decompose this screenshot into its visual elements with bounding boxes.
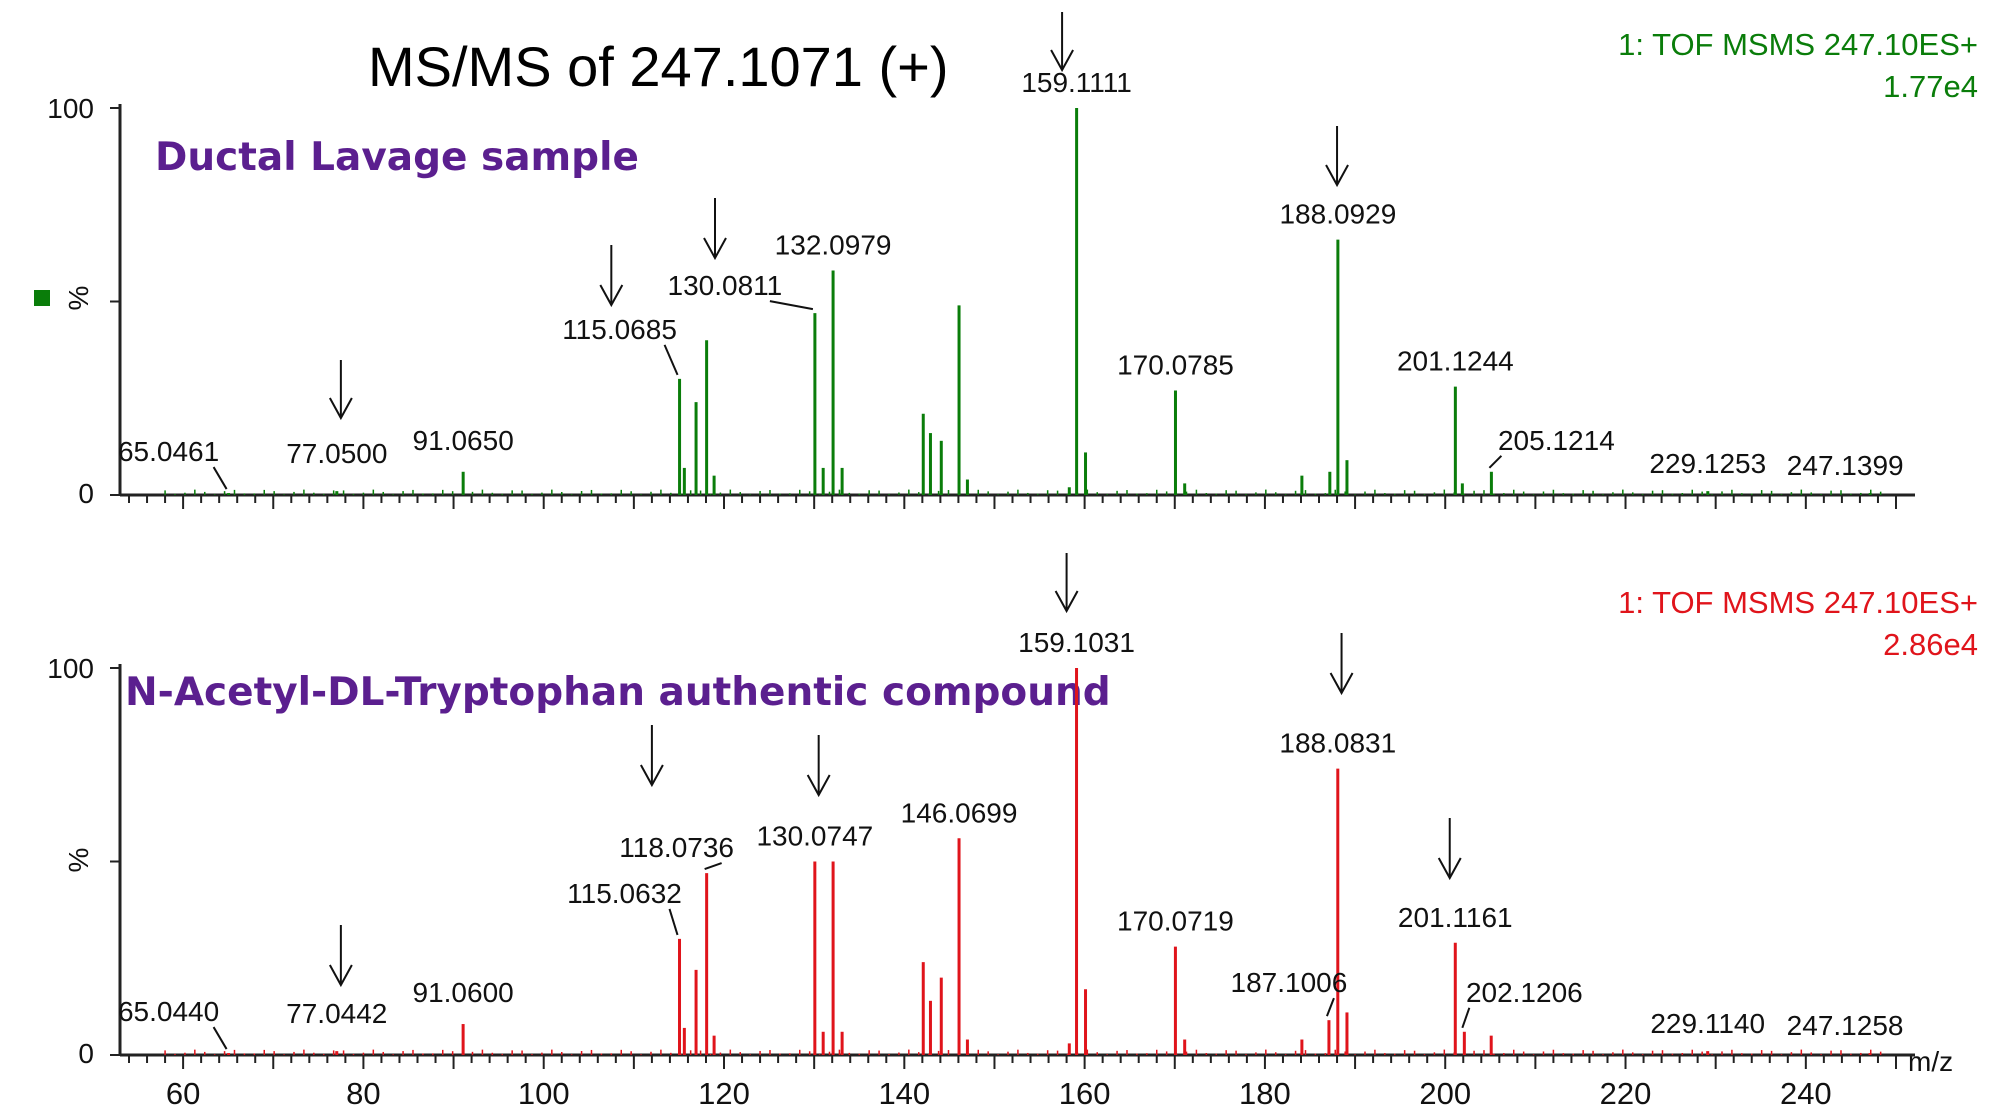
peak-label: 247.1258	[1787, 1010, 1904, 1041]
peak-label: 130.0811	[668, 270, 783, 301]
bottom-peak-labels: 65.0440 77.0442 91.0600 115.0632 118.0736 130…	[118, 627, 1904, 1050]
label-leader	[1326, 997, 1335, 1017]
figure-title: MS/MS of 247.1071 (+)	[368, 35, 949, 98]
top-ytick-0: 0	[78, 478, 94, 509]
x-tick-labels: 60 80 100 120 140 160 180 200 220 240	[166, 1076, 1832, 1111]
bottom-intensity-label: 2.86e4	[1883, 627, 1978, 662]
peak-label: 65.0440	[118, 996, 219, 1027]
x-tick-label: 220	[1600, 1076, 1652, 1111]
fragment-arrowhead	[328, 964, 353, 988]
peak-label: 130.0747	[756, 821, 873, 852]
peak-label: 115.0632	[567, 878, 682, 909]
peak-label: 201.1161	[1398, 902, 1513, 933]
fragment-arrowhead	[1054, 590, 1079, 614]
x-tick-label: 160	[1059, 1076, 1111, 1111]
fragment-arrowhead	[1325, 164, 1349, 188]
bottom-y-axis-label: %	[63, 848, 94, 873]
peak-label: 205.1214	[1498, 425, 1615, 456]
peak-label: 118.0736	[619, 832, 734, 863]
top-ytick-100: 100	[47, 93, 94, 124]
fragment-arrowhead	[806, 774, 831, 798]
peak-label: 188.0831	[1279, 728, 1396, 759]
peak-label: 187.1006	[1231, 967, 1348, 998]
peak-label: 132.0979	[775, 230, 892, 261]
label-leader	[769, 300, 814, 311]
x-tick-label: 140	[878, 1076, 930, 1111]
bottom-instrument-label: 1: TOF MSMS 247.10ES+	[1618, 585, 1978, 620]
top-intensity-label: 1.77e4	[1883, 69, 1978, 104]
bottom-peaks	[164, 668, 1882, 1055]
top-peak-labels: 65.0461 77.0500 91.0650 115.0685 130.0811 132…	[118, 67, 1904, 490]
peak-label: 159.1111	[1021, 67, 1132, 98]
x-tick-label: 240	[1780, 1076, 1832, 1111]
top-sample-title: Ductal Lavage sample	[155, 135, 639, 180]
peak-label: 201.1244	[1397, 346, 1514, 377]
peak-label: 170.0719	[1117, 906, 1234, 937]
peak-label: 91.0600	[413, 977, 514, 1008]
peak-label: 77.0442	[286, 998, 387, 1029]
peak-label: 247.1399	[1787, 450, 1904, 481]
label-leader	[668, 908, 679, 936]
fragment-arrowhead	[703, 237, 727, 261]
top-instrument-label: 1: TOF MSMS 247.10ES+	[1618, 27, 1978, 62]
peak-label: 188.0929	[1279, 199, 1396, 230]
top-peaks	[164, 108, 1882, 495]
bottom-spectrum-panel: N-Acetyl-DL-Tryptophan authentic compoun…	[47, 553, 1978, 1111]
legend-marker-icon	[34, 290, 50, 306]
x-tick-label: 80	[346, 1076, 380, 1111]
fragment-arrowhead	[328, 397, 353, 421]
fragment-arrowhead	[599, 284, 624, 308]
label-leader	[212, 466, 228, 490]
fragment-arrowhead	[640, 764, 664, 788]
x-tick-label: 200	[1419, 1076, 1471, 1111]
peak-label: 65.0461	[118, 436, 219, 467]
peak-label: 146.0699	[901, 797, 1018, 828]
peak-label: 229.1253	[1649, 448, 1766, 479]
peak-label: 159.1031	[1018, 627, 1135, 658]
top-arrows	[328, 12, 1349, 421]
bottom-arrows	[328, 553, 1462, 988]
top-spectrum-panel: Ductal Lavage sample 1: TOF MSMS 247.10E…	[34, 12, 1978, 509]
label-leader	[663, 344, 679, 376]
bottom-ytick-0: 0	[78, 1038, 94, 1069]
x-axis-label: m/z	[1908, 1046, 1953, 1077]
x-tick-label: 60	[166, 1076, 200, 1111]
label-leader	[1461, 1007, 1471, 1029]
fragment-arrowhead	[1437, 857, 1462, 881]
peak-label: 170.0785	[1117, 350, 1234, 381]
label-leader	[704, 862, 722, 871]
fragment-arrowhead	[1329, 672, 1354, 696]
label-leader	[1488, 455, 1503, 469]
x-tick-label: 180	[1239, 1076, 1291, 1111]
bottom-sample-title: N-Acetyl-DL-Tryptophan authentic compoun…	[125, 670, 1111, 715]
bottom-ytick-100: 100	[47, 653, 94, 684]
top-y-axis-label: %	[63, 286, 94, 311]
fragment-arrowhead	[1050, 49, 1074, 73]
peak-label: 115.0685	[562, 314, 677, 345]
peak-label: 91.0650	[413, 425, 514, 456]
peak-label: 202.1206	[1466, 977, 1583, 1008]
label-leader	[212, 1026, 228, 1050]
x-tick-label: 100	[518, 1076, 570, 1111]
peak-label: 229.1140	[1650, 1008, 1765, 1039]
peak-label: 77.0500	[286, 438, 387, 469]
x-tick-label: 120	[698, 1076, 750, 1111]
